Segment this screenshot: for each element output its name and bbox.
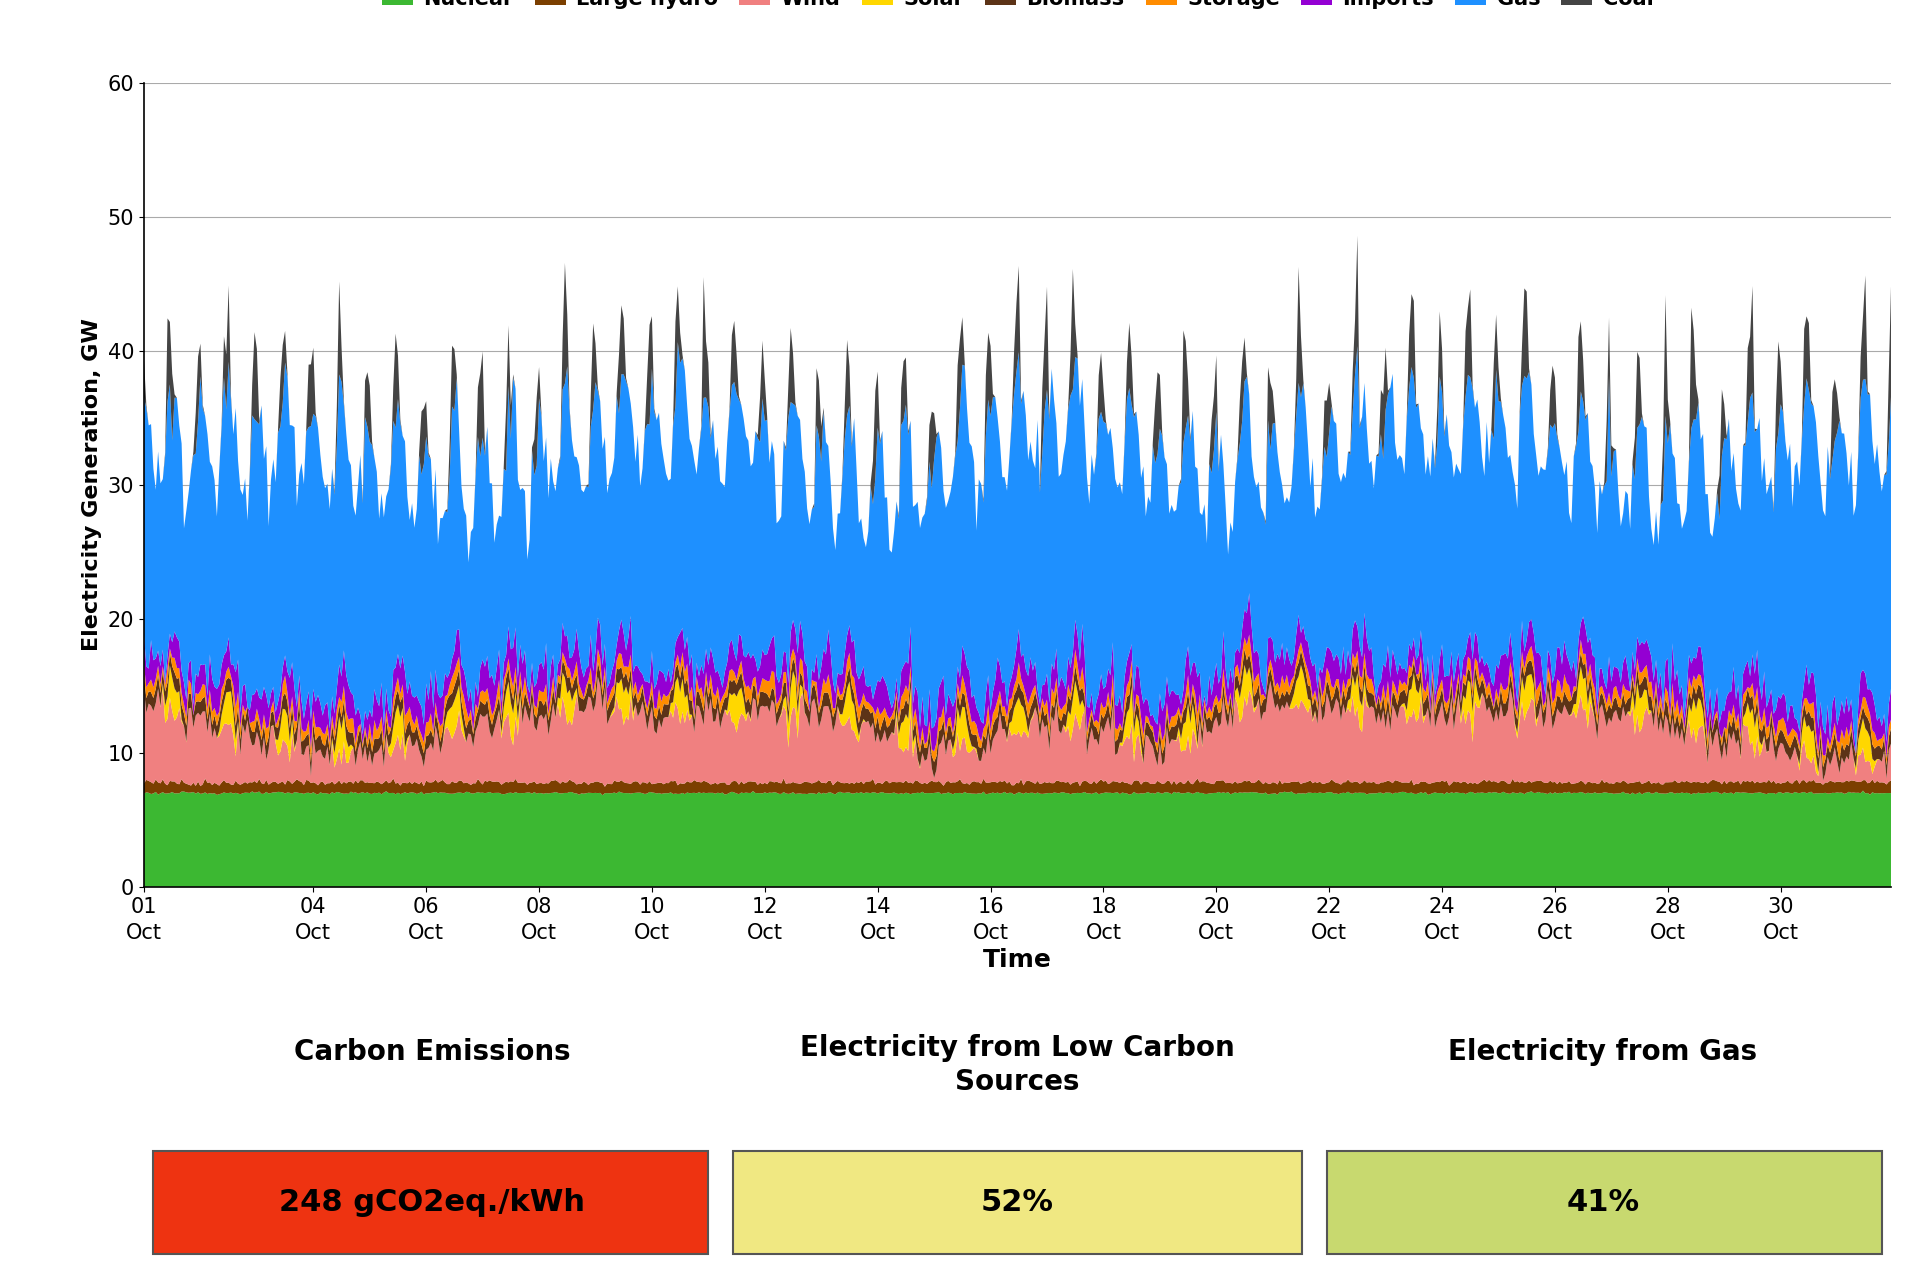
- Text: Electricity from Low Carbon
Sources: Electricity from Low Carbon Sources: [801, 1033, 1235, 1097]
- Text: Carbon Emissions: Carbon Emissions: [294, 1038, 570, 1066]
- Text: 41%: 41%: [1567, 1189, 1640, 1217]
- Y-axis label: Electricity Generation, GW: Electricity Generation, GW: [83, 318, 102, 651]
- Legend: Nuclear, Large hydro, Wind, Solar, Biomass, Storage, Imports, Gas, Coal: Nuclear, Large hydro, Wind, Solar, Bioma…: [372, 0, 1663, 18]
- FancyBboxPatch shape: [154, 1150, 708, 1255]
- Text: 52%: 52%: [981, 1189, 1054, 1217]
- Text: Electricity from Gas: Electricity from Gas: [1448, 1038, 1757, 1066]
- Text: 248 gCO2eq./kWh: 248 gCO2eq./kWh: [278, 1189, 586, 1217]
- FancyBboxPatch shape: [733, 1150, 1302, 1255]
- X-axis label: Time: Time: [983, 949, 1052, 972]
- FancyBboxPatch shape: [1327, 1150, 1882, 1255]
